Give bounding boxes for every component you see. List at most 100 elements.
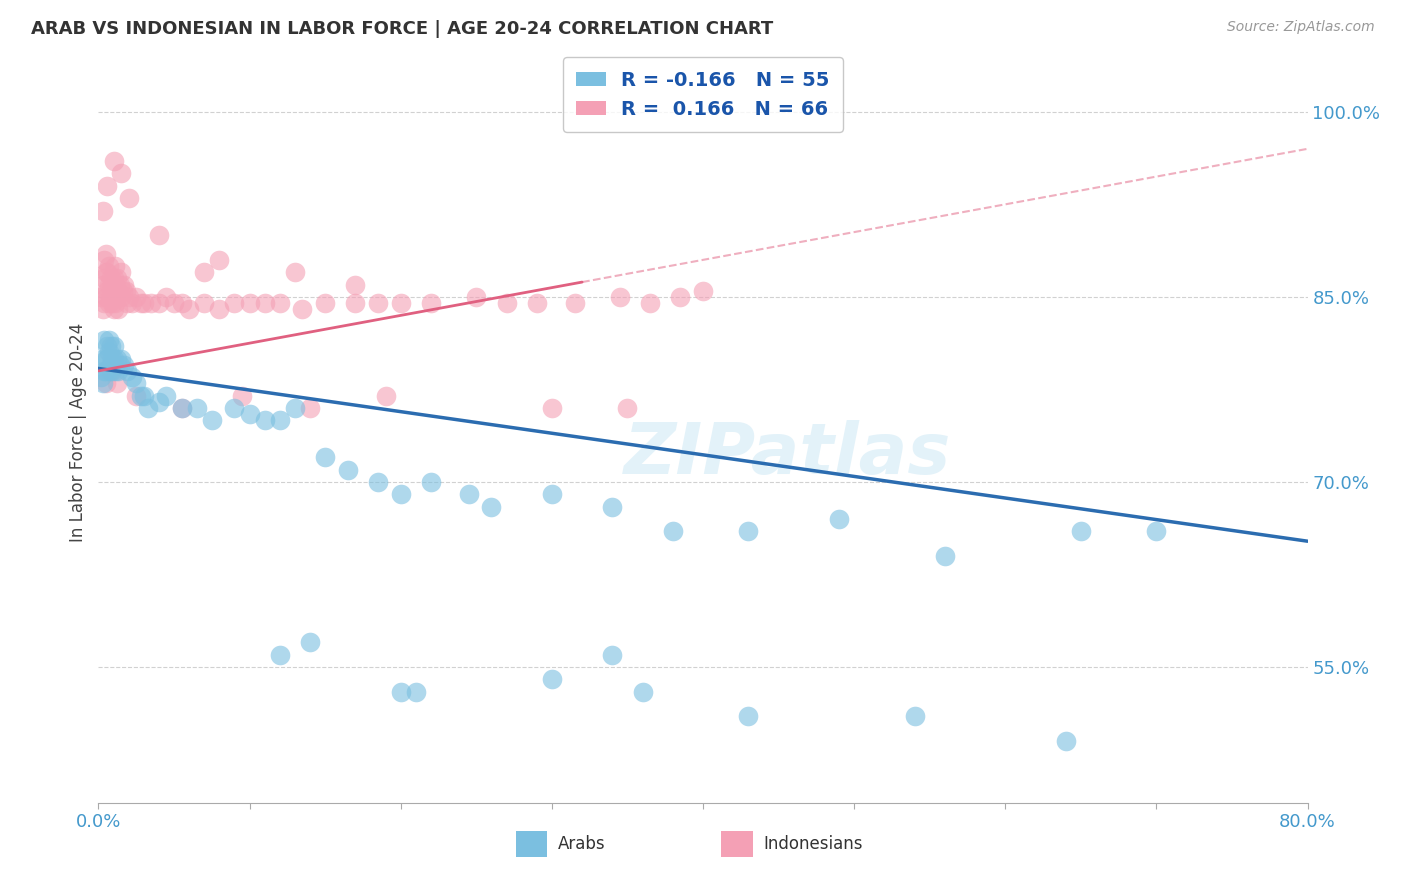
Bar xyxy=(721,831,752,857)
Point xyxy=(224,296,246,310)
Point xyxy=(299,635,322,649)
Point xyxy=(457,487,479,501)
Point xyxy=(291,302,314,317)
Point xyxy=(94,351,117,366)
Point xyxy=(100,358,122,372)
Point xyxy=(389,487,412,501)
Point xyxy=(201,413,224,427)
Point xyxy=(103,339,125,353)
Text: ARAB VS INDONESIAN IN LABOR FORCE | AGE 20-24 CORRELATION CHART: ARAB VS INDONESIAN IN LABOR FORCE | AGE … xyxy=(31,20,773,37)
Point xyxy=(105,351,128,366)
Point xyxy=(110,290,132,304)
Point xyxy=(100,364,122,378)
Point xyxy=(155,389,177,403)
Point xyxy=(91,203,114,218)
Point xyxy=(540,673,562,687)
Point xyxy=(208,252,231,267)
Point xyxy=(125,290,148,304)
Point xyxy=(96,265,118,279)
Point xyxy=(108,277,131,292)
Point xyxy=(96,284,118,298)
Point xyxy=(148,296,170,310)
Point xyxy=(112,277,135,292)
Point xyxy=(104,296,127,310)
Point xyxy=(93,333,115,347)
Point xyxy=(132,296,155,310)
Point xyxy=(93,252,115,267)
Point xyxy=(638,296,661,310)
Point xyxy=(94,376,117,391)
Point xyxy=(114,284,136,298)
Point xyxy=(91,302,114,317)
Point xyxy=(115,364,138,378)
Point xyxy=(239,407,262,421)
Point xyxy=(367,296,389,310)
Point xyxy=(344,296,367,310)
Point xyxy=(540,401,562,415)
Point xyxy=(420,475,443,489)
Point xyxy=(269,296,291,310)
Point xyxy=(100,290,122,304)
Point xyxy=(540,487,562,501)
Point xyxy=(269,648,291,662)
Text: Arabs: Arabs xyxy=(558,835,606,853)
Point xyxy=(526,296,548,310)
Point xyxy=(170,296,193,310)
Point xyxy=(101,364,124,378)
Point xyxy=(299,401,322,415)
Point xyxy=(602,500,624,514)
Point xyxy=(93,296,115,310)
Point xyxy=(314,296,336,310)
Point xyxy=(103,271,125,285)
Point xyxy=(374,389,396,403)
Point xyxy=(98,259,121,273)
Point xyxy=(148,394,170,409)
Y-axis label: In Labor Force | Age 20-24: In Labor Force | Age 20-24 xyxy=(69,323,87,542)
Point xyxy=(105,271,128,285)
Point xyxy=(104,259,127,273)
Point xyxy=(179,302,201,317)
Point xyxy=(389,685,412,699)
Point xyxy=(631,685,654,699)
Point xyxy=(170,401,193,415)
Point xyxy=(110,167,132,181)
Point xyxy=(737,524,759,539)
Point xyxy=(105,376,128,391)
Point xyxy=(564,296,586,310)
Point xyxy=(616,401,638,415)
Point xyxy=(284,265,307,279)
Point xyxy=(98,333,121,347)
Point xyxy=(661,524,683,539)
Point xyxy=(336,463,359,477)
Point xyxy=(104,277,127,292)
Point xyxy=(186,401,208,415)
Point xyxy=(224,401,246,415)
Point xyxy=(96,178,118,193)
Point xyxy=(98,296,121,310)
Point xyxy=(91,277,114,292)
Point xyxy=(1054,734,1077,748)
Point xyxy=(193,296,215,310)
Point xyxy=(107,364,129,378)
Point xyxy=(108,358,131,372)
Point xyxy=(1144,524,1167,539)
Point xyxy=(163,296,186,310)
Bar xyxy=(516,831,547,857)
Point xyxy=(155,290,177,304)
Point xyxy=(828,512,851,526)
Point xyxy=(107,302,129,317)
Point xyxy=(253,413,276,427)
Point xyxy=(208,302,231,317)
Point xyxy=(129,389,152,403)
Point xyxy=(193,265,215,279)
Point xyxy=(101,277,124,292)
Point xyxy=(94,364,117,378)
Point xyxy=(148,228,170,243)
Point xyxy=(96,351,118,366)
Point xyxy=(105,290,128,304)
Point xyxy=(129,296,152,310)
Point xyxy=(90,370,112,384)
Point xyxy=(465,290,488,304)
Point xyxy=(344,277,367,292)
Point xyxy=(115,296,138,310)
